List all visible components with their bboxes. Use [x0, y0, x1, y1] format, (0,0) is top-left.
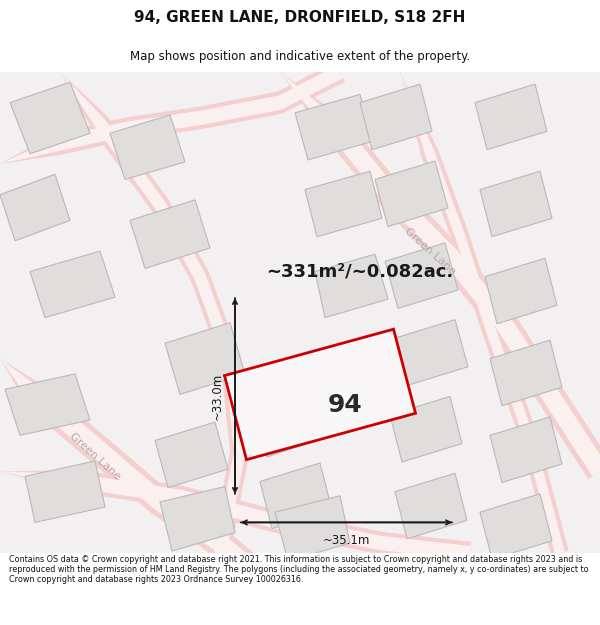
Polygon shape	[0, 470, 471, 564]
Polygon shape	[395, 473, 467, 539]
Polygon shape	[0, 359, 286, 601]
Polygon shape	[395, 319, 468, 385]
Polygon shape	[60, 72, 246, 554]
Polygon shape	[165, 322, 245, 394]
Polygon shape	[485, 258, 557, 324]
Polygon shape	[490, 417, 562, 482]
Polygon shape	[490, 340, 562, 406]
Polygon shape	[375, 161, 448, 226]
Polygon shape	[390, 396, 462, 462]
Polygon shape	[60, 72, 250, 555]
Polygon shape	[385, 243, 458, 308]
Polygon shape	[155, 422, 228, 488]
Text: Map shows position and indicative extent of the property.: Map shows position and indicative extent…	[130, 49, 470, 62]
Polygon shape	[130, 200, 210, 269]
Polygon shape	[0, 359, 289, 605]
Polygon shape	[305, 171, 382, 237]
Polygon shape	[480, 171, 552, 237]
Polygon shape	[160, 487, 235, 551]
Polygon shape	[110, 115, 185, 179]
Polygon shape	[30, 251, 115, 318]
Text: ~35.1m: ~35.1m	[323, 534, 370, 548]
Text: 94, GREEN LANE, DRONFIELD, S18 2FH: 94, GREEN LANE, DRONFIELD, S18 2FH	[134, 11, 466, 26]
Text: 94: 94	[328, 392, 362, 417]
Polygon shape	[5, 374, 90, 436]
Polygon shape	[0, 471, 471, 560]
Polygon shape	[400, 72, 569, 556]
Polygon shape	[260, 463, 332, 529]
Polygon shape	[25, 461, 105, 522]
Polygon shape	[0, 62, 345, 164]
Polygon shape	[360, 84, 432, 150]
Polygon shape	[475, 84, 547, 150]
Polygon shape	[280, 72, 600, 476]
Text: ~331m²/~0.082ac.: ~331m²/~0.082ac.	[266, 262, 454, 281]
Polygon shape	[0, 66, 343, 164]
Polygon shape	[10, 82, 90, 154]
Polygon shape	[275, 496, 350, 561]
Polygon shape	[224, 329, 416, 459]
Polygon shape	[255, 391, 322, 457]
Polygon shape	[0, 72, 600, 553]
Polygon shape	[315, 254, 388, 318]
Polygon shape	[295, 94, 372, 160]
Text: Green Lane: Green Lane	[68, 431, 122, 481]
Polygon shape	[0, 174, 70, 241]
Text: Contains OS data © Crown copyright and database right 2021. This information is : Contains OS data © Crown copyright and d…	[9, 554, 589, 584]
Polygon shape	[280, 72, 600, 479]
Polygon shape	[480, 494, 552, 559]
Polygon shape	[400, 72, 565, 554]
Text: Green Lane: Green Lane	[403, 226, 457, 276]
Text: ~33.0m: ~33.0m	[211, 372, 223, 419]
